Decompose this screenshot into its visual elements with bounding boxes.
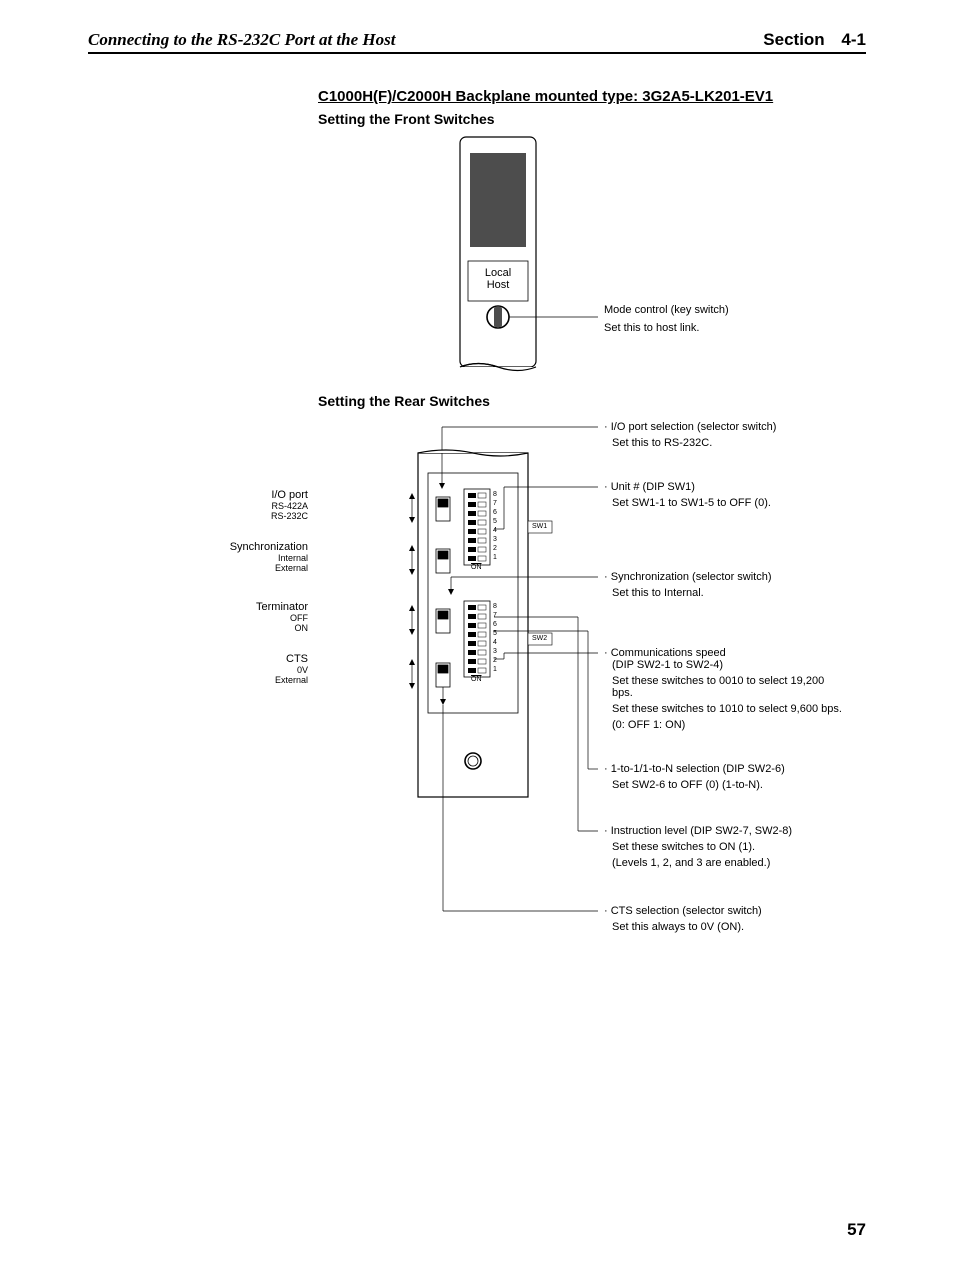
sw2-label: SW2 [532,635,547,642]
header-section-label: Section [763,30,824,49]
desc-cts: · CTS selection (selector switch) Set th… [604,905,864,933]
desc-instr: · Instruction level (DIP SW2-7, SW2-8) S… [604,825,864,869]
left-terminator-label: Terminator OFF ON [208,601,308,633]
desc-unit: · Unit # (DIP SW1) Set SW1-1 to SW1-5 to… [604,481,864,509]
left-cts-label: CTS 0V External [208,653,308,685]
desc-sel: · 1-to-1/1-to-N selection (DIP SW2-6) Se… [604,763,864,791]
page-number: 57 [847,1220,866,1240]
dip-sw1-on: ON [471,564,482,571]
dip-sw1-numbers: 8 7 6 5 4 3 2 1 [493,490,497,562]
front-switches-heading: Setting the Front Switches [318,111,866,127]
front-unit-diagram [458,135,798,385]
header-section-number: 4-1 [841,30,866,49]
desc-io-port: · I/O port selection (selector switch) S… [604,421,864,449]
diagram-area: Local Host Mode control (key switch) Set… [88,127,866,1177]
header-left: Connecting to the RS-232C Port at the Ho… [88,30,395,50]
rear-switches-heading: Setting the Rear Switches [318,393,490,409]
desc-comm: · Communications speed (DIP SW2-1 to SW2… [604,647,844,731]
main-title: C1000H(F)/C2000H Backplane mounted type:… [318,88,866,105]
left-ioport-label: I/O port RS-422A RS-232C [208,489,308,521]
page: Connecting to the RS-232C Port at the Ho… [0,0,954,1268]
dip-sw2-numbers: 8 7 6 5 4 3 2 1 [493,602,497,674]
header-right: Section 4-1 [763,30,866,50]
desc-sync: · Synchronization (selector switch) Set … [604,571,864,599]
page-header: Connecting to the RS-232C Port at the Ho… [88,30,866,54]
front-mode-text: Mode control (key switch) Set this to ho… [604,304,729,334]
front-local-label: Local Host [478,267,518,291]
sw1-label: SW1 [532,523,547,530]
left-sync-label: Synchronization Internal External [168,541,308,573]
dip-sw2-on: ON [471,676,482,683]
